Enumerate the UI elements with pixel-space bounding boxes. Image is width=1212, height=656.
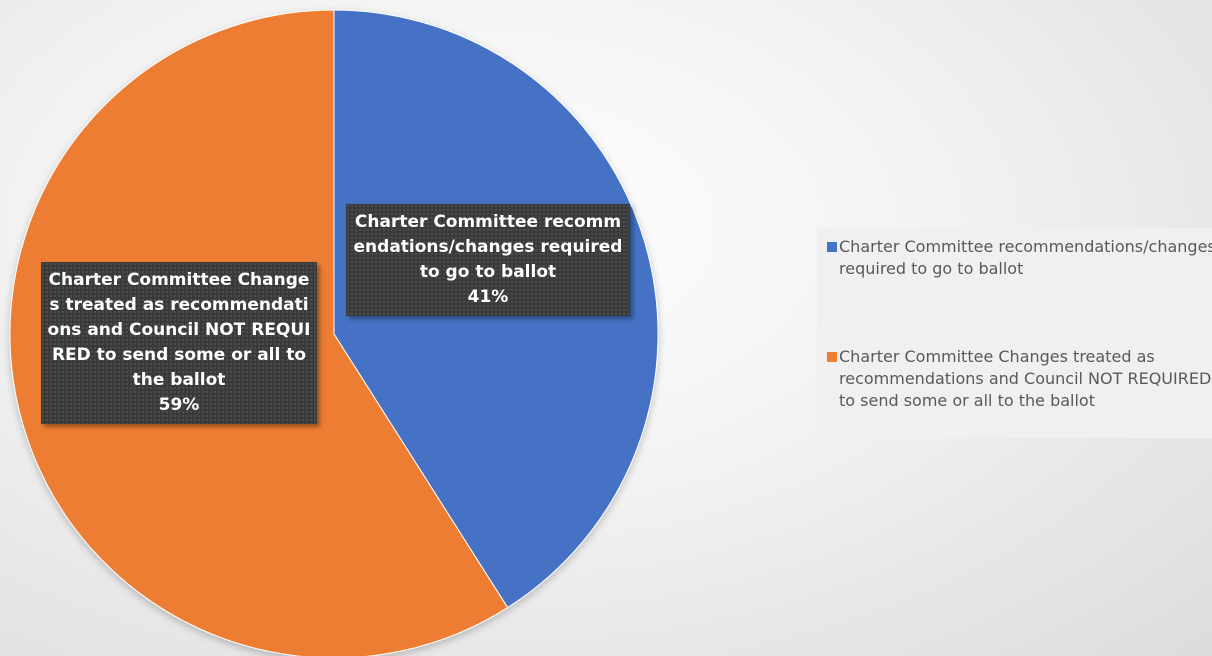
legend-swatch-blue <box>827 242 837 252</box>
data-label-not-required: Charter Committee Changes treated as rec… <box>41 262 317 424</box>
data-label-text: Charter Committee Changes treated as rec… <box>47 270 311 390</box>
legend-label: Charter Committee Changes treated as rec… <box>839 347 1212 410</box>
data-label-text: Charter Committee recommendations/change… <box>353 212 623 282</box>
legend-label: Charter Committee recommendations/change… <box>839 237 1212 278</box>
legend-swatch-orange <box>827 352 837 362</box>
data-label-percent: 41% <box>467 287 509 307</box>
data-label-ballot-required: Charter Committee recommendations/change… <box>346 204 630 316</box>
legend-item-ballot-required: Charter Committee recommendations/change… <box>827 236 1212 280</box>
data-label-percent: 59% <box>158 395 200 415</box>
legend-item-not-required: Charter Committee Changes treated as rec… <box>827 346 1212 412</box>
chart-legend: Charter Committee recommendations/change… <box>817 228 1212 438</box>
